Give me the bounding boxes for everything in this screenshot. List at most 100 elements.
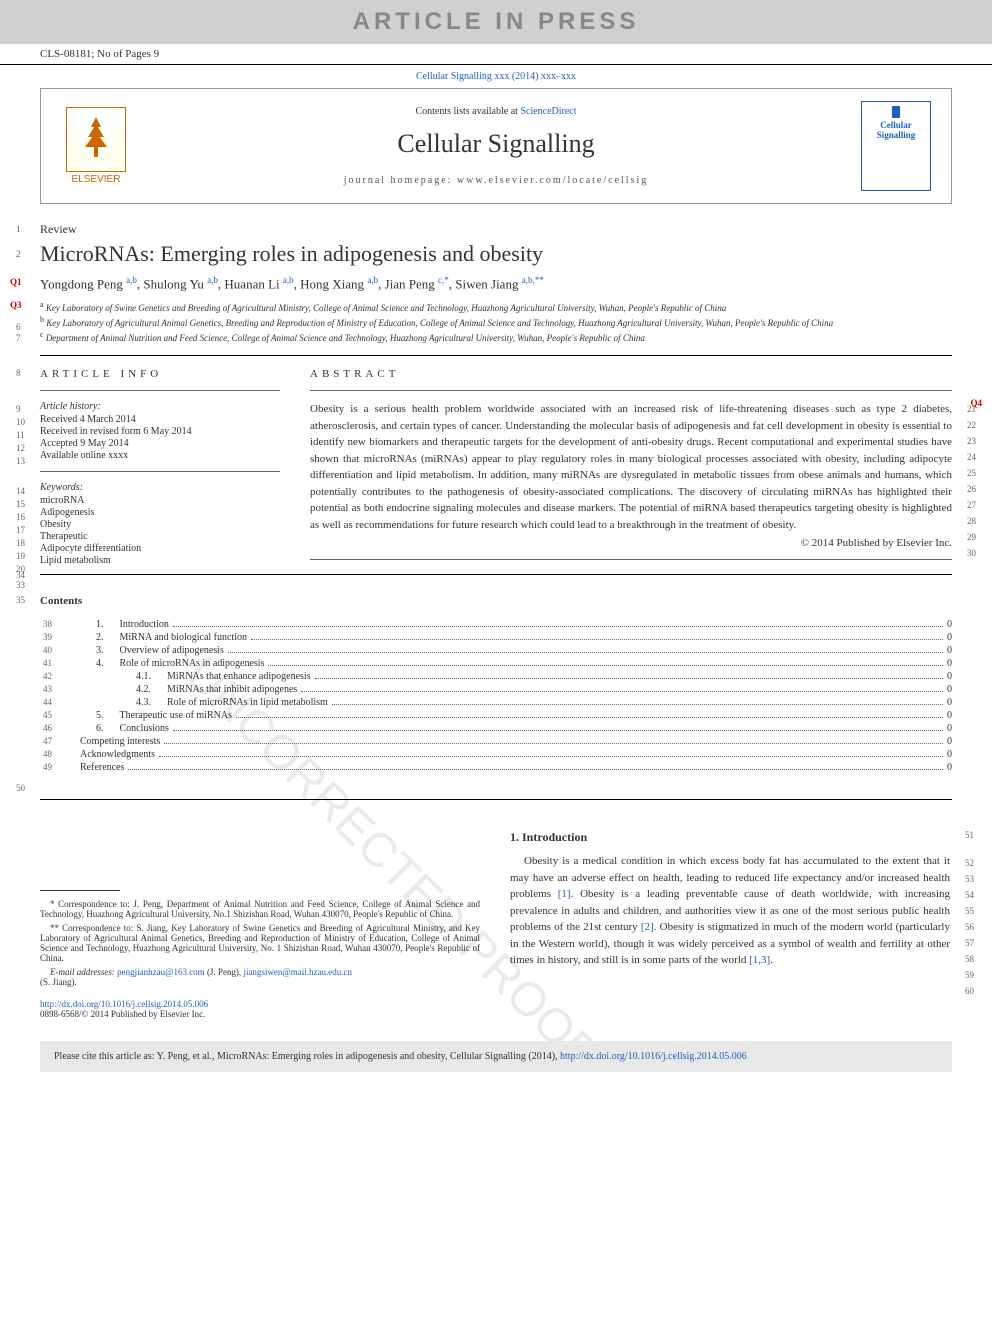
doi-link[interactable]: http://dx.doi.org/10.1016/j.cellsig.2014… bbox=[40, 999, 480, 1009]
keyword: Therapeutic bbox=[40, 531, 280, 542]
review-label: Review bbox=[40, 222, 952, 237]
line-num: 9 bbox=[16, 404, 21, 414]
right-column: 51 1. Introduction Obesity is a medical … bbox=[510, 830, 950, 1019]
keyword: Obesity bbox=[40, 519, 280, 530]
article-title: MicroRNAs: Emerging roles in adipogenesi… bbox=[40, 241, 952, 267]
line-num: 18 bbox=[16, 538, 25, 548]
toc-row[interactable]: 414.Role of microRNAs in adipogenesis0 bbox=[40, 658, 952, 669]
sciencedirect-link[interactable]: ScienceDirect bbox=[520, 106, 576, 117]
abstract: Q4 ABSTRACT Obesity is a serious health … bbox=[310, 368, 952, 570]
toc-row[interactable]: 455.Therapeutic use of miRNAs0 bbox=[40, 710, 952, 721]
email-name: (S. Jiang). bbox=[40, 977, 480, 987]
line-num: 19 bbox=[16, 551, 25, 561]
keywords-head: Keywords: bbox=[40, 482, 280, 493]
line-num: 14 bbox=[16, 486, 25, 496]
two-column: * Correspondence to: J. Peng, Department… bbox=[40, 830, 952, 1019]
history-line: Received in revised form 6 May 2014 bbox=[40, 426, 280, 437]
cite-link[interactable]: http://dx.doi.org/10.1016/j.cellsig.2014… bbox=[560, 1051, 747, 1062]
contents-head: Contents bbox=[40, 595, 952, 607]
keyword: microRNA bbox=[40, 495, 280, 506]
email-link[interactable]: pengjianhzau@163.com bbox=[117, 967, 205, 977]
journal-cover-icon: Cellular Signalling bbox=[861, 101, 931, 191]
line-num: 2 bbox=[16, 249, 21, 259]
toc-row[interactable]: 444.3.Role of microRNAs in lipid metabol… bbox=[40, 697, 952, 708]
toc-row[interactable]: 392.MiRNA and biological function0 bbox=[40, 632, 952, 643]
abstract-text: Obesity is a serious health problem worl… bbox=[310, 401, 952, 533]
history-head: Article history: bbox=[40, 401, 280, 412]
affiliation: c Department of Animal Nutrition and Fee… bbox=[40, 330, 952, 343]
line-num: 7 bbox=[16, 333, 21, 343]
keyword: Adipogenesis bbox=[40, 507, 280, 518]
cover-line1: Cellular bbox=[880, 120, 912, 130]
line-num: 13 bbox=[16, 456, 25, 466]
article-info-head: ARTICLE INFO bbox=[40, 368, 280, 380]
line-num: 50 bbox=[16, 783, 25, 793]
correspondence: ** Correspondence to: S. Jiang, Key Labo… bbox=[40, 923, 480, 963]
citation-box: Please cite this article as: Y. Peng, et… bbox=[40, 1041, 952, 1072]
line-num: 35 bbox=[16, 595, 25, 605]
correspondence: * Correspondence to: J. Peng, Department… bbox=[40, 899, 480, 919]
toc-row[interactable]: 48Acknowledgments0 bbox=[40, 749, 952, 760]
line-num: 11 bbox=[16, 430, 25, 440]
toc-row[interactable]: 47Competing interests0 bbox=[40, 736, 952, 747]
intro-head: 1. Introduction bbox=[510, 830, 950, 845]
article-info: 8 ARTICLE INFO 9 Article history: 10 Rec… bbox=[40, 368, 280, 570]
keyword: Adipocyte differentiation bbox=[40, 543, 280, 554]
intro-text: Obesity is a medical condition in which … bbox=[510, 853, 950, 969]
homepage-line: journal homepage: www.elsevier.com/locat… bbox=[151, 175, 841, 186]
elsevier-label: ELSEVIER bbox=[72, 174, 121, 185]
email-label: E-mail addresses: bbox=[50, 967, 117, 977]
line-num: 8 bbox=[16, 368, 21, 378]
info-abstract-row: 8 ARTICLE INFO 9 Article history: 10 Rec… bbox=[40, 368, 952, 570]
line-num: 34 bbox=[16, 570, 25, 580]
banner-text: ARTICLE IN PRESS bbox=[353, 8, 640, 35]
toc-row[interactable]: 434.2.MiRNAs that inhibit adipogenes0 bbox=[40, 684, 952, 695]
affil-text: Key Laboratory of Agricultural Animal Ge… bbox=[46, 318, 833, 328]
query-marker: Q1 bbox=[10, 277, 22, 287]
toc-row[interactable]: 466.Conclusions0 bbox=[40, 723, 952, 734]
affil-text: Department of Animal Nutrition and Feed … bbox=[46, 333, 645, 343]
email-link[interactable]: jiangsiwen@mail.hzau.edu.cn bbox=[243, 967, 352, 977]
main-content: UNCORRECTED PROOF 1 Review 2 MicroRNAs: … bbox=[0, 204, 992, 1029]
journal-reference: Cellular Signalling xxx (2014) xxx–xxx bbox=[0, 65, 992, 88]
email-name: (J. Peng), bbox=[205, 967, 244, 977]
table-of-contents: 381.Introduction0 392.MiRNA and biologica… bbox=[40, 619, 952, 773]
header-middle: Contents lists available at ScienceDirec… bbox=[151, 106, 841, 186]
affiliation: a Key Laboratory of Swine Genetics and B… bbox=[40, 300, 952, 313]
line-num: 12 bbox=[16, 443, 25, 453]
cite-text: Please cite this article as: Y. Peng, et… bbox=[54, 1051, 560, 1062]
history-line: Accepted 9 May 2014 bbox=[40, 438, 280, 449]
line-num: 33 bbox=[16, 580, 25, 590]
toc-row[interactable]: 403.Overview of adipogenesis0 bbox=[40, 645, 952, 656]
query-marker: Q3 bbox=[10, 300, 22, 310]
email-line: E-mail addresses: pengjianhzau@163.com (… bbox=[40, 967, 480, 977]
line-num: 15 bbox=[16, 499, 25, 509]
contents-text: Contents lists available at bbox=[415, 106, 520, 117]
affil-text: Key Laboratory of Swine Genetics and Bre… bbox=[46, 303, 726, 313]
issn-line: 0898-6568/© 2014 Published by Elsevier I… bbox=[40, 1009, 480, 1019]
journal-header: ELSEVIER Contents lists available at Sci… bbox=[40, 88, 952, 204]
line-num: 16 bbox=[16, 512, 25, 522]
line-num: 10 bbox=[16, 417, 25, 427]
toc-row[interactable]: 381.Introduction0 bbox=[40, 619, 952, 630]
corr-text: Correspondence to: J. Peng, Department o… bbox=[40, 899, 480, 919]
abstract-head: ABSTRACT bbox=[310, 368, 952, 380]
elsevier-tree-icon bbox=[66, 107, 126, 172]
press-banner: ARTICLE IN PRESS bbox=[0, 0, 992, 44]
journal-name: Cellular Signalling bbox=[151, 129, 841, 159]
elsevier-logo: ELSEVIER bbox=[61, 101, 131, 191]
affiliation: b Key Laboratory of Agricultural Animal … bbox=[40, 315, 952, 328]
line-num: 51 bbox=[965, 830, 974, 840]
line-num: 17 bbox=[16, 525, 25, 535]
contents-avail: Contents lists available at ScienceDirec… bbox=[151, 106, 841, 117]
line-num: 6 bbox=[16, 322, 21, 332]
history-line: Available online xxxx bbox=[40, 450, 280, 461]
toc-row[interactable]: 424.1.MiRNAs that enhance adipogenesis0 bbox=[40, 671, 952, 682]
keyword: Lipid metabolism bbox=[40, 555, 280, 566]
toc-row[interactable]: 49References0 bbox=[40, 762, 952, 773]
corr-text: Correspondence to: S. Jiang, Key Laborat… bbox=[40, 923, 480, 963]
author-list: Yongdong Peng a,b, Shulong Yu a,b, Huana… bbox=[40, 275, 952, 292]
history-line: Received 4 March 2014 bbox=[40, 414, 280, 425]
cover-line2: Signalling bbox=[877, 130, 916, 140]
left-column: * Correspondence to: J. Peng, Department… bbox=[40, 830, 480, 1019]
